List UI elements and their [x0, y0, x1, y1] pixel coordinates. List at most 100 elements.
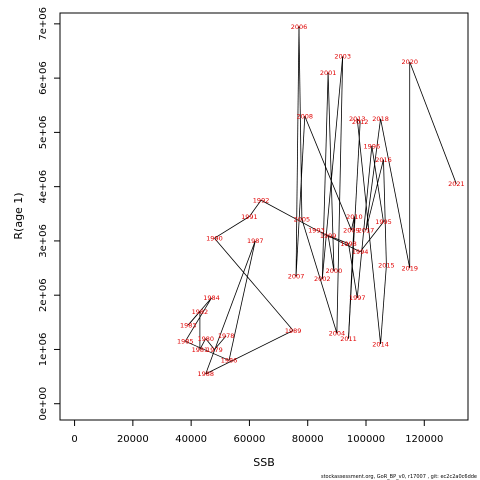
point-label-2010: 2010: [346, 213, 363, 221]
point-label-2015: 2015: [378, 262, 395, 270]
segment-2015-2016: [383, 159, 387, 266]
plot-frame: [59, 12, 469, 421]
y-tick-label: 2e+06: [38, 278, 49, 312]
segment-2001-2002: [321, 72, 329, 279]
point-label-2020: 2020: [401, 58, 418, 66]
x-tick-label: 40000: [175, 434, 207, 445]
segment-2012-2013: [356, 118, 361, 122]
segment-1978-1979: [214, 335, 227, 350]
segment-1991-1992: [249, 199, 262, 217]
segment-2006-2007: [295, 26, 300, 277]
segment-2017-2018: [365, 118, 381, 231]
point-label-1991: 1991: [241, 213, 258, 221]
connecting-lines: [184, 26, 457, 375]
point-label-2001: 2001: [320, 69, 337, 77]
point-label-1993: 1993: [308, 226, 325, 234]
y-tick-label: 6e+06: [38, 61, 49, 95]
point-label-1987: 1987: [247, 237, 264, 245]
segment-2004-2005: [301, 219, 338, 334]
segment-1996-1997: [356, 145, 373, 298]
x-tick-label: 0: [71, 434, 77, 445]
point-label-2011: 2011: [340, 335, 357, 343]
x-tick-label: 80000: [292, 434, 324, 445]
point-label-2009: 2009: [343, 226, 360, 234]
point-label-1985: 1985: [177, 338, 194, 346]
segment-1983-1984: [187, 297, 212, 326]
segment-1990-1991: [214, 216, 250, 239]
segment-1988-1989: [205, 330, 294, 375]
y-axis-title: R(age 1): [12, 192, 25, 239]
segment-2016-2017: [365, 159, 384, 231]
segment-2011-2012: [348, 121, 361, 339]
y-tick-label: 3e+06: [38, 224, 49, 258]
segment-2013-2014: [356, 118, 381, 345]
point-label-2008: 2008: [297, 112, 314, 120]
segment-2002-2003: [321, 56, 344, 279]
segment-1999-2000: [327, 235, 335, 271]
point-label-1980: 1980: [197, 335, 214, 343]
point-label-1983: 1983: [180, 321, 197, 329]
segment-1985-1986: [185, 340, 230, 361]
segment-1979-1980: [205, 338, 215, 350]
x-axis: 0 20000 40000 60000 80000 100000 120000: [71, 419, 443, 445]
x-tick-label: 20000: [117, 434, 149, 445]
point-label-1984: 1984: [203, 294, 220, 302]
x-tick-label: 60000: [234, 434, 266, 445]
x-tick-label: 120000: [405, 434, 443, 445]
point-label-1999: 1999: [320, 232, 337, 240]
y-tick-label: 7e+06: [38, 7, 49, 41]
segment-2005-2006: [298, 26, 303, 220]
point-label-1996: 1996: [364, 142, 381, 150]
year-labels: 1978 1979 1980 1981 1982 1983 1984 1985 1986 1987…: [177, 23, 465, 378]
segment-2000-2001: [327, 72, 335, 271]
x-axis-title: SSB: [253, 456, 275, 469]
point-label-1998: 1998: [340, 240, 357, 248]
segment-1998-1999: [327, 235, 349, 245]
segment-2007-2008: [295, 116, 306, 277]
segment-1984-1985: [184, 297, 212, 342]
y-tick-label: 5e+06: [38, 116, 49, 150]
footer-text: stockassessment.org, GoR_BP_v0, r17007 ,…: [321, 474, 477, 480]
point-label-2006: 2006: [291, 23, 308, 31]
point-label-2018: 2018: [372, 115, 389, 123]
segment-1994-1995: [359, 221, 384, 253]
point-label-1994: 1994: [352, 248, 369, 256]
segment-2014-2015: [380, 265, 387, 345]
y-tick-label: 0e+00: [38, 387, 49, 421]
point-label-1997: 1997: [349, 294, 366, 302]
point-label-1981: 1981: [192, 346, 209, 354]
segment-1989-1990: [214, 237, 294, 331]
point-label-2002: 2002: [314, 275, 331, 283]
segment-2018-2019: [380, 118, 411, 269]
segment-1997-1998: [348, 243, 358, 298]
point-label-2007: 2007: [288, 272, 305, 280]
y-axis: 0e+00 1e+06 2e+06 3e+06 4e+06 5e+06 6e+06 7e+06: [38, 7, 61, 421]
point-label-1986: 1986: [221, 357, 238, 365]
point-label-2014: 2014: [372, 340, 389, 348]
point-label-2021: 2021: [448, 180, 465, 188]
y-tick-label: 1e+06: [38, 333, 49, 367]
point-label-2000: 2000: [326, 267, 343, 275]
point-label-2017: 2017: [358, 226, 375, 234]
segment-1992-1993: [260, 199, 317, 231]
point-label-2004: 2004: [329, 329, 346, 337]
point-label-1978: 1978: [218, 332, 235, 340]
point-label-1995: 1995: [375, 218, 392, 226]
point-label-1982: 1982: [192, 308, 209, 316]
segment-1987-1988: [205, 240, 256, 375]
point-label-2013: 2013: [349, 115, 366, 123]
point-label-2016: 2016: [375, 156, 392, 164]
point-label-2012: 2012: [352, 118, 369, 126]
segment-2020-2021: [409, 61, 457, 185]
point-label-2005: 2005: [294, 216, 311, 224]
segment-2008-2009: [304, 115, 352, 231]
x-tick-label: 100000: [347, 434, 385, 445]
point-label-1979: 1979: [206, 346, 223, 354]
y-tick-label: 4e+06: [38, 170, 49, 204]
segment-2003-2004: [336, 56, 344, 334]
segment-1986-1987: [228, 240, 256, 361]
point-label-1988: 1988: [197, 370, 214, 378]
point-label-2003: 2003: [334, 53, 351, 61]
point-label-2019: 2019: [401, 264, 418, 272]
